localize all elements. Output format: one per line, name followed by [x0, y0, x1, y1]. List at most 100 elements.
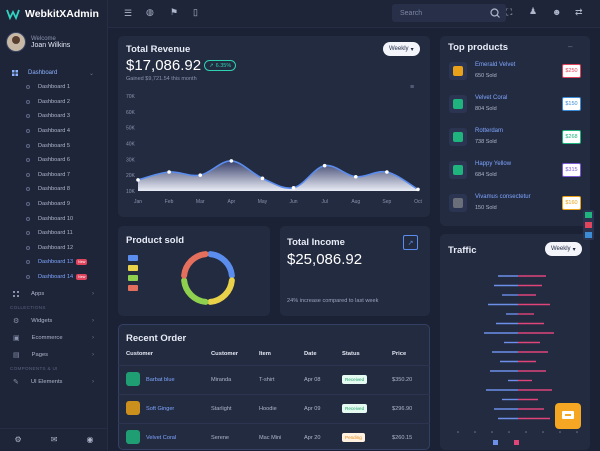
fullscreen-icon[interactable]: ⛶	[506, 7, 513, 17]
product-name[interactable]: Velvet Coral	[475, 95, 508, 101]
top-product-item[interactable]: Emerald Velvet 650 Sold $250	[448, 60, 588, 86]
avatar[interactable]	[6, 32, 26, 52]
sidebar-item-apps[interactable]: Apps ›	[0, 285, 108, 302]
product-name[interactable]: Happy Yellow	[475, 161, 512, 167]
logo[interactable]: WebkitXAdmin	[6, 6, 99, 22]
flag-icon[interactable]: ⚑	[170, 7, 179, 17]
top-product-item[interactable]: Rotterdam 738 Sold $268	[448, 126, 588, 152]
sidebar-item-dashboard[interactable]: Dashboard 14 New	[0, 270, 108, 285]
bullet-icon	[26, 99, 30, 104]
donut-segment[interactable]	[207, 251, 235, 279]
top-product-item[interactable]: Vivamus consectetur 150 Sold $160	[448, 192, 588, 218]
person-icon[interactable]: ☻	[552, 7, 562, 17]
table-row[interactable]: Soft Ginger Starlight Hoodie Apr 09 Received…	[118, 394, 430, 422]
sidebar-group-dashboard[interactable]: Dashboard ⌄	[0, 66, 108, 80]
sidebar-item-dashboard[interactable]: Dashboard 6	[0, 153, 108, 168]
data-point[interactable]	[322, 163, 327, 168]
sidebar-item-pages[interactable]: ▤ Pages ›	[0, 346, 108, 363]
sidebar-item-label: UI Elements	[30, 378, 63, 385]
menu-icon[interactable]: ☰	[124, 8, 133, 18]
search-input[interactable]: Search	[392, 4, 506, 22]
legend-swatch	[514, 440, 519, 445]
sidebar-item-dashboard[interactable]: Dashboard 2	[0, 95, 108, 110]
clipboard-icon[interactable]: ▯	[193, 7, 198, 17]
data-point[interactable]	[198, 173, 203, 177]
donut-segment[interactable]	[207, 277, 235, 305]
sidebar-item-dashboard[interactable]: Dashboard 1	[0, 80, 108, 95]
swap-icon[interactable]: ⇄	[575, 7, 583, 17]
product-thumbnail	[449, 194, 467, 212]
product-name[interactable]: Velvet Coral	[146, 435, 177, 441]
open-link-icon[interactable]: ↗	[403, 235, 418, 250]
minimize-icon[interactable]: –	[568, 42, 573, 51]
revenue-period-dropdown[interactable]: Weekly ▾	[383, 42, 420, 56]
x-tick-label: May	[258, 199, 268, 205]
data-point[interactable]	[416, 187, 420, 192]
revenue-gained: Gained $9,721.54 this month	[126, 76, 197, 82]
power-icon[interactable]: ◉	[86, 435, 94, 444]
data-point[interactable]	[167, 170, 171, 174]
data-point[interactable]	[291, 186, 296, 190]
product-name[interactable]: Barbat blue	[146, 377, 175, 383]
sidebar-item-dashboard[interactable]: Dashboard 5	[0, 138, 108, 153]
bell-icon[interactable]: ♟	[529, 6, 538, 16]
y-tick-label: 20K	[126, 173, 136, 179]
x-tick-label: Mar	[196, 199, 205, 205]
table-row[interactable]: Barbat blue Miranda T-shirt Apr 08 Received $…	[118, 365, 430, 393]
sidebar-item-dashboard[interactable]: Dashboard 9	[0, 197, 108, 212]
product-name[interactable]: Rotterdam	[475, 128, 504, 134]
data-point[interactable]	[229, 159, 234, 163]
sidebar-item-label: Pages	[31, 351, 49, 358]
logo-icon	[6, 9, 20, 20]
data-point[interactable]	[353, 174, 358, 179]
sidebar-nav: Dashboard ⌄ Dashboard 1 Dashboard 2 Dashbo…	[0, 66, 108, 390]
sidebar-item-dashboard[interactable]: Dashboard 7	[0, 168, 108, 183]
product-sold-title: Product sold	[126, 235, 185, 246]
sidebar-item-dashboard[interactable]: Dashboard 4	[0, 124, 108, 139]
sidebar-item-dashboard[interactable]: Dashboard 8	[0, 182, 108, 197]
user-welcome: Welcome	[31, 35, 56, 42]
sidebar-item-dashboard[interactable]: Dashboard 11	[0, 226, 108, 241]
product-thumbnail	[126, 372, 140, 386]
tool-icon-red[interactable]	[585, 222, 592, 228]
apps-icon	[13, 290, 19, 297]
traffic-period-dropdown[interactable]: Weekly ▾	[545, 242, 582, 256]
user-name: Joan Wilkins	[31, 41, 71, 49]
sidebar-item-dashboard[interactable]: Dashboard 10	[0, 211, 108, 226]
product-name[interactable]: Vivamus consectetur	[475, 194, 531, 200]
top-product-item[interactable]: Velvet Coral 804 Sold $150	[448, 93, 588, 119]
sidebar-item-label: Dashboard 13	[38, 259, 74, 266]
tool-icon-green[interactable]	[585, 212, 592, 218]
tool-icon-blue[interactable]	[585, 232, 592, 238]
sidebar-item-dashboard[interactable]: Dashboard 3	[0, 109, 108, 124]
sidebar-item-ui-elements[interactable]: ✎ UI Elements ›	[0, 373, 108, 390]
sidebar-item-dashboard[interactable]: Dashboard 12	[0, 241, 108, 256]
top-product-item[interactable]: Happy Yellow 684 Sold $315	[448, 159, 588, 185]
sidebar-item-label: Ecommerce	[31, 334, 63, 341]
globe-icon[interactable]: ◍	[146, 7, 154, 17]
x-tick-label: Apr	[227, 199, 235, 205]
product-thumbnail	[449, 161, 467, 179]
table-row[interactable]: Velvet Coral Serene Mac Mini Apr 20 Pending $…	[118, 423, 430, 451]
product-price-badge: $150	[562, 97, 581, 111]
data-point[interactable]	[385, 170, 389, 174]
new-badge: New	[76, 274, 88, 281]
product-name[interactable]: Soft Ginger	[146, 406, 175, 412]
sidebar-item-dashboard[interactable]: Dashboard 13 New	[0, 255, 108, 270]
settings-icon[interactable]: ⚙	[14, 435, 22, 444]
chart-menu-icon[interactable]: ≡	[410, 84, 415, 91]
mail-icon[interactable]: ✉	[50, 435, 58, 444]
period-label: Weekly	[551, 246, 571, 252]
data-point[interactable]	[136, 178, 140, 182]
sidebar-item-widgets[interactable]: ⚙ Widgets ›	[0, 312, 108, 329]
user-profile[interactable]: Welcome Joan Wilkins	[6, 32, 70, 52]
donut-segment[interactable]	[181, 251, 209, 279]
donut-segment[interactable]	[181, 277, 209, 305]
product-name[interactable]: Emerald Velvet	[475, 62, 516, 68]
search-icon[interactable]	[490, 8, 500, 18]
chat-button[interactable]	[555, 403, 581, 429]
sidebar-item-ecommerce[interactable]: ▣ Ecommerce ›	[0, 329, 108, 346]
y-tick-label: 70K	[126, 94, 136, 100]
sidebar-item-label: Dashboard 9	[38, 201, 71, 208]
data-point[interactable]	[260, 176, 265, 181]
